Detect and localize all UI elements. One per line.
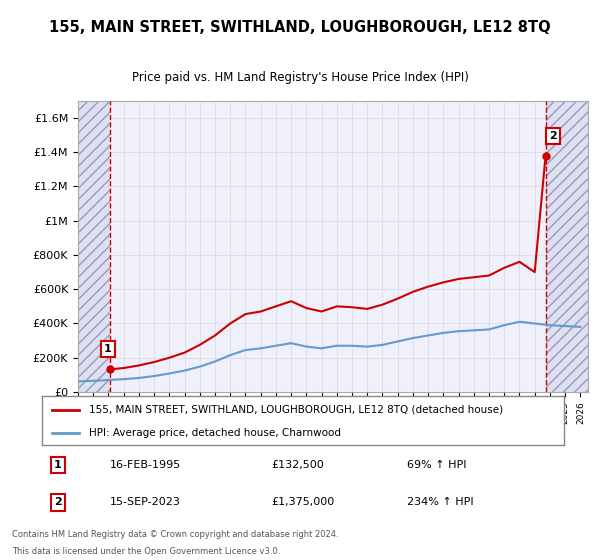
Text: 69% ↑ HPI: 69% ↑ HPI <box>407 460 467 470</box>
Text: This data is licensed under the Open Government Licence v3.0.: This data is licensed under the Open Gov… <box>12 547 280 556</box>
Text: Price paid vs. HM Land Registry's House Price Index (HPI): Price paid vs. HM Land Registry's House … <box>131 71 469 83</box>
Text: 155, MAIN STREET, SWITHLAND, LOUGHBOROUGH, LE12 8TQ: 155, MAIN STREET, SWITHLAND, LOUGHBOROUG… <box>49 20 551 35</box>
Text: 155, MAIN STREET, SWITHLAND, LOUGHBOROUGH, LE12 8TQ (detached house): 155, MAIN STREET, SWITHLAND, LOUGHBOROUG… <box>89 405 503 415</box>
Text: £1,375,000: £1,375,000 <box>272 497 335 507</box>
Text: 16-FEB-1995: 16-FEB-1995 <box>110 460 181 470</box>
Text: Contains HM Land Registry data © Crown copyright and database right 2024.: Contains HM Land Registry data © Crown c… <box>12 530 338 539</box>
Text: £132,500: £132,500 <box>272 460 325 470</box>
Text: 2: 2 <box>549 131 557 141</box>
Text: 1: 1 <box>54 460 62 470</box>
Text: 2: 2 <box>54 497 62 507</box>
Text: HPI: Average price, detached house, Charnwood: HPI: Average price, detached house, Char… <box>89 428 341 438</box>
Text: 15-SEP-2023: 15-SEP-2023 <box>110 497 181 507</box>
Text: 1: 1 <box>104 344 112 354</box>
Text: 234% ↑ HPI: 234% ↑ HPI <box>407 497 474 507</box>
